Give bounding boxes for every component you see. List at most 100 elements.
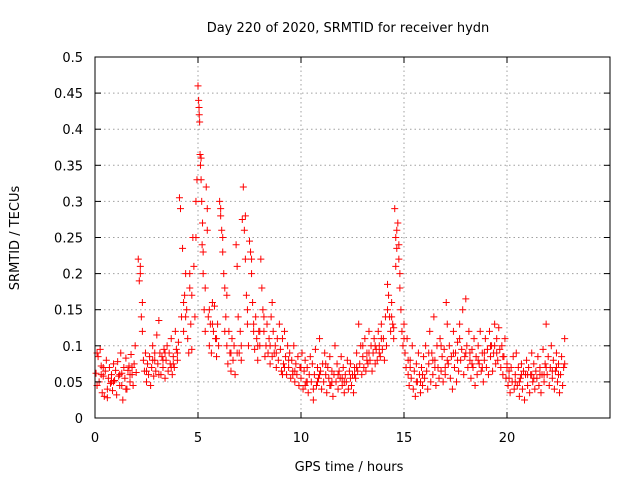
data-point xyxy=(395,255,403,263)
data-point xyxy=(169,353,177,361)
data-point xyxy=(110,360,118,368)
y-tick-label: 0.4 xyxy=(62,123,83,138)
data-point xyxy=(437,342,445,350)
data-point xyxy=(425,349,433,357)
data-point xyxy=(350,389,358,397)
data-point xyxy=(92,369,100,377)
data-point xyxy=(260,313,268,321)
data-point xyxy=(523,356,531,364)
data-point xyxy=(456,335,464,343)
data-point xyxy=(393,244,401,252)
y-tick-label: 0.1 xyxy=(62,340,83,355)
data-point xyxy=(370,335,378,343)
data-point xyxy=(534,353,542,361)
data-point xyxy=(445,342,453,350)
data-point xyxy=(104,374,112,382)
data-point xyxy=(171,327,179,335)
data-point xyxy=(234,313,242,321)
data-point xyxy=(394,219,402,227)
data-points xyxy=(92,82,569,404)
data-point xyxy=(266,342,274,350)
data-point xyxy=(374,327,382,335)
data-point xyxy=(424,385,432,393)
chart-title: Day 220 of 2020, SRMTID for receiver hyd… xyxy=(207,21,490,36)
data-point xyxy=(253,335,261,343)
x-tick-label: 20 xyxy=(499,431,516,446)
data-point xyxy=(549,356,557,364)
data-point xyxy=(339,363,347,371)
data-point xyxy=(172,345,180,353)
data-point xyxy=(98,389,106,397)
data-point xyxy=(125,362,133,370)
data-point xyxy=(173,349,181,357)
data-point xyxy=(429,371,437,379)
data-point xyxy=(221,284,229,292)
data-point xyxy=(228,335,236,343)
data-point xyxy=(285,356,293,364)
data-point xyxy=(340,378,348,386)
data-point xyxy=(483,345,491,353)
data-point xyxy=(431,363,439,371)
data-point xyxy=(203,226,211,234)
data-point xyxy=(153,331,161,339)
data-point xyxy=(202,183,210,191)
data-point xyxy=(326,353,334,361)
data-point xyxy=(447,353,455,361)
data-point xyxy=(354,367,362,375)
data-point xyxy=(248,270,256,278)
data-point xyxy=(264,349,272,357)
data-point xyxy=(316,335,324,343)
data-point xyxy=(473,371,481,379)
data-point xyxy=(237,356,245,364)
data-point xyxy=(548,367,556,375)
data-point xyxy=(131,342,139,350)
data-point xyxy=(454,356,462,364)
data-point xyxy=(149,342,157,350)
data-point xyxy=(199,219,207,227)
data-point xyxy=(377,335,385,343)
data-point xyxy=(294,353,302,361)
data-point xyxy=(278,371,286,379)
data-point xyxy=(405,382,413,390)
data-point xyxy=(380,356,388,364)
data-point xyxy=(316,371,324,379)
data-point xyxy=(107,378,115,386)
data-point xyxy=(401,349,409,357)
data-point xyxy=(474,356,482,364)
data-point xyxy=(198,241,206,249)
data-point xyxy=(301,382,309,390)
data-point xyxy=(299,385,307,393)
data-point xyxy=(495,324,503,332)
data-point xyxy=(459,306,467,314)
data-point xyxy=(201,327,209,335)
data-point xyxy=(292,360,300,368)
data-point xyxy=(516,374,524,382)
data-point xyxy=(284,342,292,350)
data-point xyxy=(361,335,369,343)
data-point xyxy=(150,372,158,380)
data-point xyxy=(529,378,537,386)
data-point xyxy=(105,363,113,371)
data-point xyxy=(409,385,417,393)
data-point xyxy=(159,363,167,371)
data-point xyxy=(382,342,390,350)
data-point xyxy=(281,327,289,335)
data-point xyxy=(143,367,150,375)
data-point xyxy=(222,313,230,321)
data-point xyxy=(147,382,155,390)
data-point xyxy=(233,349,241,357)
data-point xyxy=(363,356,371,364)
data-point xyxy=(458,345,466,353)
data-point xyxy=(219,248,227,256)
data-point xyxy=(479,378,487,386)
data-point xyxy=(112,366,120,374)
y-tick-label: 0.35 xyxy=(54,159,83,174)
data-point xyxy=(237,342,245,350)
data-point xyxy=(541,360,549,368)
data-point xyxy=(331,342,339,350)
data-point xyxy=(103,385,111,393)
data-point xyxy=(351,371,359,379)
data-point xyxy=(324,363,332,371)
data-point xyxy=(489,367,497,375)
data-point xyxy=(373,356,381,364)
